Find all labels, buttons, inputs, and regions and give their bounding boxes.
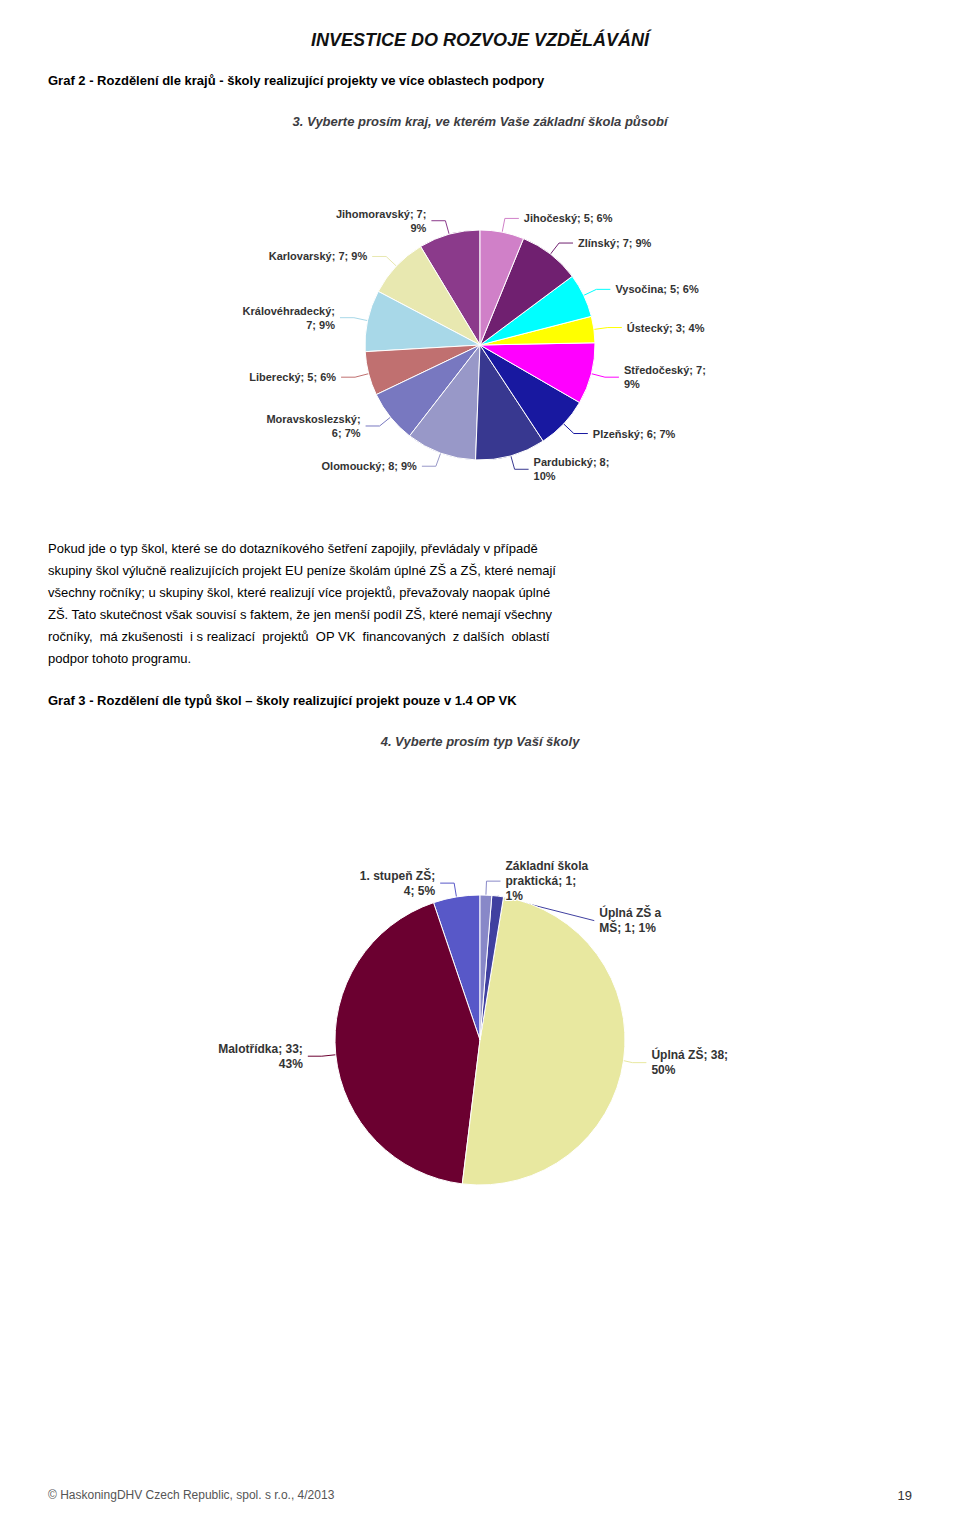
svg-text:Úplná ZŠ a: Úplná ZŠ a <box>599 905 661 920</box>
svg-text:Graf 3 - Rozdělení dle typů šk: Graf 3 - Rozdělení dle typů škol – školy… <box>48 693 517 708</box>
svg-text:Zlínský; 7; 9%: Zlínský; 7; 9% <box>578 237 652 249</box>
svg-text:Královéhradecký;: Královéhradecký; <box>243 305 335 317</box>
svg-text:Olomoucký; 8; 9%: Olomoucký; 8; 9% <box>322 460 418 472</box>
svg-text:1%: 1% <box>505 889 523 903</box>
svg-text:Pardubický; 8;: Pardubický; 8; <box>534 456 610 468</box>
svg-text:19: 19 <box>898 1488 912 1503</box>
svg-text:3. Vyberte prosím kraj, ve kte: 3. Vyberte prosím kraj, ve kterém Vaše z… <box>292 114 668 129</box>
svg-text:Plzeňský; 6; 7%: Plzeňský; 6; 7% <box>593 428 676 440</box>
svg-text:Úplná ZŠ; 38;: Úplná ZŠ; 38; <box>651 1047 728 1062</box>
svg-text:Ústecký; 3; 4%: Ústecký; 3; 4% <box>627 322 705 334</box>
svg-text:všechny ročníky; u skupiny ško: všechny ročníky; u skupiny škol, které r… <box>48 585 550 600</box>
svg-text:ročníky, má zkušenosti i s r: ročníky, má zkušenosti i s realizací pro… <box>48 629 550 644</box>
svg-text:Základní škola: Základní škola <box>505 859 588 873</box>
svg-text:Pokud jde o typ škol, které se: Pokud jde o typ škol, které se do dotazn… <box>48 541 538 556</box>
svg-text:Liberecký; 5; 6%: Liberecký; 5; 6% <box>249 371 336 383</box>
svg-text:Malotřídka; 33;: Malotřídka; 33; <box>218 1042 303 1056</box>
svg-text:praktická; 1;: praktická; 1; <box>505 874 576 888</box>
svg-text:9%: 9% <box>624 378 640 390</box>
svg-text:50%: 50% <box>651 1063 675 1077</box>
svg-text:Moravskoslezský;: Moravskoslezský; <box>266 413 360 425</box>
svg-text:Vysočina; 5; 6%: Vysočina; 5; 6% <box>615 283 699 295</box>
svg-text:1. stupeň ZŠ;: 1. stupeň ZŠ; <box>360 868 435 883</box>
svg-text:podpor tohoto programu.: podpor tohoto programu. <box>48 651 191 666</box>
svg-text:MŠ; 1; 1%: MŠ; 1; 1% <box>599 920 656 935</box>
svg-text:Středočeský; 7;: Středočeský; 7; <box>624 364 706 376</box>
svg-text:skupiny škol výlučně realizují: skupiny škol výlučně realizujících proje… <box>48 563 556 578</box>
svg-text:4; 5%: 4; 5% <box>404 884 436 898</box>
svg-text:ZŠ. Tato skutečnost však souvi: ZŠ. Tato skutečnost však souvisí s fakte… <box>48 607 553 622</box>
svg-text:Graf 2 - Rozdělení dle krajů -: Graf 2 - Rozdělení dle krajů - školy rea… <box>48 73 545 88</box>
svg-text:4. Vyberte prosím typ Vaší ško: 4. Vyberte prosím typ Vaší školy <box>380 734 580 749</box>
svg-text:© HaskoningDHV Czech Republic,: © HaskoningDHV Czech Republic, spol. s r… <box>48 1488 335 1502</box>
svg-text:43%: 43% <box>279 1057 303 1071</box>
svg-text:Jihočeský; 5; 6%: Jihočeský; 5; 6% <box>524 212 613 224</box>
svg-text:Karlovarský; 7; 9%: Karlovarský; 7; 9% <box>269 250 368 262</box>
svg-text:7; 9%: 7; 9% <box>306 319 335 331</box>
svg-text:9%: 9% <box>410 222 426 234</box>
svg-text:10%: 10% <box>534 470 556 482</box>
svg-text:INVESTICE DO ROZVOJE VZDĚLÁVÁN: INVESTICE DO ROZVOJE VZDĚLÁVÁNÍ <box>311 29 652 50</box>
svg-text:6; 7%: 6; 7% <box>332 427 361 439</box>
svg-text:Jihomoravský; 7;: Jihomoravský; 7; <box>336 208 426 220</box>
